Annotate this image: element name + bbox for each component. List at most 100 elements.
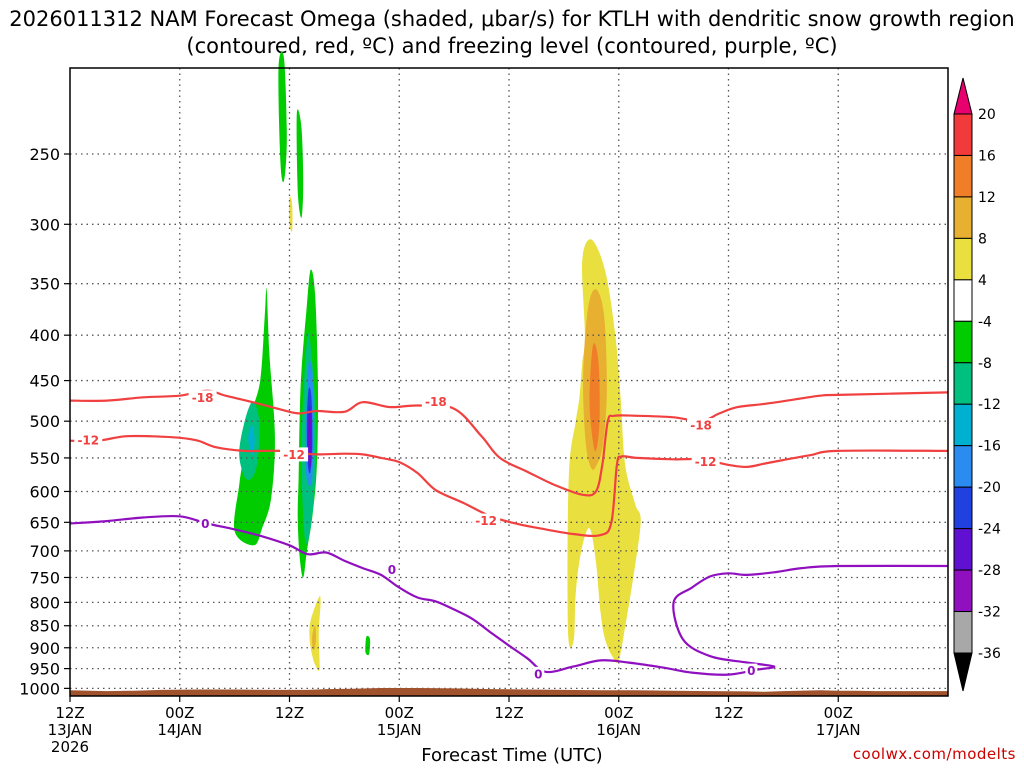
y-tick-label: 1000 bbox=[19, 679, 60, 698]
y-tick-label: 500 bbox=[29, 412, 60, 431]
x-axis-title: Forecast Time (UTC) bbox=[421, 745, 603, 766]
contour-label-bg bbox=[745, 663, 758, 678]
colorbar-band-8 bbox=[953, 403, 973, 447]
colorbar-bottom-arrow bbox=[953, 652, 973, 692]
colorbar-band-12 bbox=[953, 569, 973, 613]
contour-label-bg bbox=[691, 454, 720, 469]
colorbar-label: -36 bbox=[978, 646, 1001, 662]
contour-label-bg bbox=[472, 513, 501, 528]
y-tick-label: 650 bbox=[29, 513, 60, 532]
colorbar-band-1 bbox=[953, 113, 973, 156]
colorbar-label: -12 bbox=[978, 397, 1001, 413]
colorbar-band-9 bbox=[953, 445, 973, 488]
colorbar-label: 8 bbox=[978, 231, 987, 247]
contour-label: -18 bbox=[192, 391, 214, 405]
y-tick-label: 450 bbox=[29, 372, 60, 391]
contour-label-bg bbox=[385, 562, 398, 577]
colorbar: 20 16 12 8 4 -4 -8 -12 -16 -20 -24 -28 -32 -36 bbox=[953, 77, 1001, 692]
colorbar-label: 12 bbox=[978, 190, 996, 206]
colorbar-band-10 bbox=[953, 486, 973, 530]
contour-lines: -18 -18 -18 -12 -12 -12 -12 0 0 0 0 bbox=[69, 389, 949, 681]
y-tick-label: 900 bbox=[29, 639, 60, 658]
colorbar-band-6 bbox=[953, 320, 973, 364]
contour-label: -18 bbox=[425, 395, 447, 409]
x-tick-label: 2026 bbox=[51, 738, 89, 756]
omega-region-7 bbox=[307, 405, 312, 469]
contour-label: -12 bbox=[283, 448, 305, 462]
colorbar-band-2 bbox=[953, 154, 973, 198]
terrain-layer bbox=[70, 688, 948, 696]
y-tick-label: 800 bbox=[29, 593, 60, 612]
x-tick-label: 00Z bbox=[385, 704, 414, 722]
grid-lines bbox=[70, 68, 948, 696]
contour-label: -12 bbox=[77, 433, 99, 447]
x-tick-label: 12Z bbox=[275, 704, 304, 722]
contour-label: -12 bbox=[695, 455, 717, 469]
y-tick-label: 950 bbox=[29, 660, 60, 679]
colorbar-band-13 bbox=[953, 611, 973, 654]
colorbar-label: -8 bbox=[978, 356, 992, 372]
y-tick-label: 600 bbox=[29, 482, 60, 501]
omega-region-9 bbox=[296, 109, 304, 218]
credit-link[interactable]: coolwx.com/modelts bbox=[852, 745, 1016, 763]
contour-label-bg bbox=[532, 666, 545, 681]
omega-region-11 bbox=[289, 196, 293, 232]
x-tick-label: 12Z bbox=[714, 704, 743, 722]
contour-label-bg bbox=[74, 432, 103, 447]
y-tick-label: 700 bbox=[29, 542, 60, 561]
x-tick-label: 17JAN bbox=[816, 721, 861, 739]
contour-line--18 bbox=[69, 389, 949, 497]
omega-region-13 bbox=[312, 625, 317, 651]
colorbar-band-11 bbox=[953, 528, 973, 571]
contour-label: 0 bbox=[747, 664, 755, 678]
contour-label: -18 bbox=[690, 419, 712, 433]
contour-label: -12 bbox=[475, 514, 497, 528]
colorbar-label: -16 bbox=[978, 439, 1001, 455]
omega-region-2 bbox=[248, 424, 255, 456]
colorbar-band-5 bbox=[953, 279, 973, 322]
x-tick-label: 12Z bbox=[55, 704, 84, 722]
omega-region-8 bbox=[278, 51, 287, 183]
x-tick-label: 00Z bbox=[165, 704, 194, 722]
x-tick-label: 13JAN bbox=[48, 721, 93, 739]
x-tick-label: 14JAN bbox=[157, 721, 202, 739]
contour-label-bg bbox=[188, 390, 217, 405]
colorbar-label: -24 bbox=[978, 522, 1001, 538]
y-tick-label: 750 bbox=[29, 568, 60, 587]
x-tick-label: 00Z bbox=[824, 704, 853, 722]
chart-title: 2026011312 NAM Forecast Omega (shaded, μ… bbox=[9, 7, 1015, 58]
contour-label-bg bbox=[199, 516, 212, 531]
contour-label: 0 bbox=[388, 563, 396, 577]
colorbar-band-7 bbox=[953, 362, 973, 405]
colorbar-band-4 bbox=[953, 237, 973, 281]
contour-label-bg bbox=[687, 418, 716, 433]
y-tick-label: 400 bbox=[29, 326, 60, 345]
colorbar-label: -32 bbox=[978, 605, 1001, 621]
y-tick-label: 250 bbox=[29, 145, 60, 164]
terrain-fill bbox=[70, 688, 948, 696]
colorbar-label: -20 bbox=[978, 480, 1001, 496]
contour-label: 0 bbox=[201, 517, 209, 531]
x-tick-label: 16JAN bbox=[596, 721, 641, 739]
contour-label-bg bbox=[421, 394, 450, 409]
colorbar-label: 20 bbox=[978, 107, 996, 123]
x-tick-label: 00Z bbox=[604, 704, 633, 722]
contour-label-bg bbox=[280, 447, 309, 462]
y-tick-label: 300 bbox=[29, 215, 60, 234]
colorbar-label: 4 bbox=[978, 273, 987, 289]
contour-line--12 bbox=[69, 434, 949, 538]
colorbar-label: 16 bbox=[978, 148, 996, 164]
x-tick-label: 12Z bbox=[494, 704, 523, 722]
colorbar-band-3 bbox=[953, 196, 973, 239]
y-tick-label: 850 bbox=[29, 617, 60, 636]
omega-region-16 bbox=[589, 343, 600, 452]
y-tick-label: 550 bbox=[29, 449, 60, 468]
colorbar-label: -28 bbox=[978, 563, 1001, 579]
y-tick-labels: 250 300 350 400 450 500 550 600 650 700 750 800 850 9… bbox=[19, 145, 70, 698]
colorbar-top-arrow bbox=[953, 77, 973, 115]
omega-region-10 bbox=[365, 635, 371, 656]
y-tick-label: 350 bbox=[29, 275, 60, 294]
contour-label: 0 bbox=[534, 667, 542, 681]
